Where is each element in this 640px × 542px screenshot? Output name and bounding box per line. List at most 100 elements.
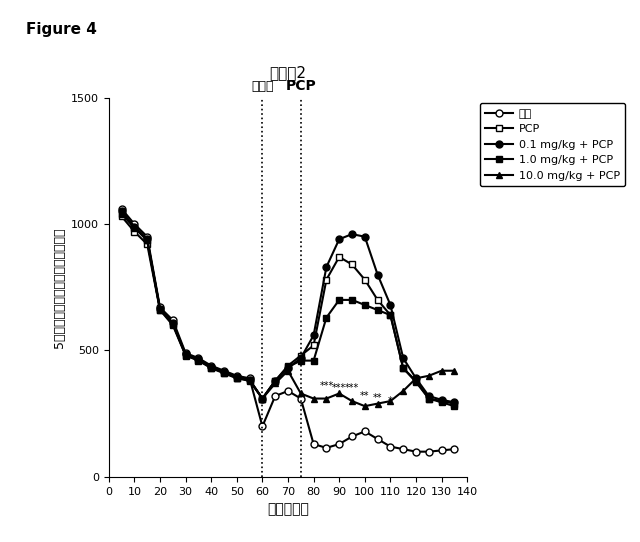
- 0.1 mg/kg + PCP: [438, 397, 445, 403]
- PCP: [207, 365, 215, 371]
- 0.1 mg/kg + PCP: [207, 364, 215, 370]
- 0.1 mg/kg + PCP: [271, 378, 279, 384]
- 1.0 mg/kg + PCP: [374, 307, 381, 313]
- 1.0 mg/kg + PCP: [451, 403, 458, 409]
- 1.0 mg/kg + PCP: [387, 312, 394, 318]
- PCP: [195, 357, 202, 364]
- 0.1 mg/kg + PCP: [399, 355, 407, 362]
- 媒体: [195, 355, 202, 362]
- Line: PCP: PCP: [118, 213, 458, 407]
- 0.1 mg/kg + PCP: [451, 399, 458, 405]
- 0.1 mg/kg + PCP: [412, 375, 420, 382]
- Text: **: **: [360, 391, 369, 401]
- 10.0 mg/kg + PCP: [438, 367, 445, 374]
- PCP: [412, 378, 420, 384]
- 0.1 mg/kg + PCP: [233, 374, 241, 380]
- 10.0 mg/kg + PCP: [182, 352, 189, 358]
- PCP: [143, 241, 151, 248]
- 1.0 mg/kg + PCP: [156, 306, 164, 313]
- PCP: [220, 370, 228, 377]
- 0.1 mg/kg + PCP: [323, 264, 330, 270]
- 10.0 mg/kg + PCP: [169, 320, 177, 327]
- 10.0 mg/kg + PCP: [374, 401, 381, 407]
- 媒体: [323, 444, 330, 451]
- 1.0 mg/kg + PCP: [323, 314, 330, 321]
- PCP: [131, 228, 138, 235]
- 0.1 mg/kg + PCP: [297, 355, 305, 362]
- PCP: [118, 213, 125, 220]
- 10.0 mg/kg + PCP: [220, 369, 228, 376]
- X-axis label: 時間（分）: 時間（分）: [267, 502, 309, 516]
- 1.0 mg/kg + PCP: [348, 296, 356, 303]
- 0.1 mg/kg + PCP: [220, 369, 228, 375]
- Line: 媒体: 媒体: [118, 205, 458, 455]
- 1.0 mg/kg + PCP: [131, 224, 138, 231]
- 10.0 mg/kg + PCP: [323, 395, 330, 402]
- PCP: [233, 375, 241, 382]
- 0.1 mg/kg + PCP: [374, 272, 381, 278]
- PCP: [335, 254, 343, 260]
- PCP: [361, 276, 369, 283]
- PCP: [169, 322, 177, 328]
- PCP: [259, 395, 266, 402]
- PCP: [438, 398, 445, 404]
- 媒体: [297, 395, 305, 402]
- 1.0 mg/kg + PCP: [425, 395, 433, 402]
- 媒体: [233, 372, 241, 379]
- 媒体: [207, 363, 215, 369]
- Legend: 媒体, PCP, 0.1 mg/kg + PCP, 1.0 mg/kg + PCP, 10.0 mg/kg + PCP: 媒体, PCP, 0.1 mg/kg + PCP, 1.0 mg/kg + PC…: [480, 103, 625, 186]
- 媒体: [361, 428, 369, 435]
- 媒体: [387, 443, 394, 450]
- 10.0 mg/kg + PCP: [156, 306, 164, 313]
- 1.0 mg/kg + PCP: [297, 357, 305, 364]
- PCP: [246, 378, 253, 384]
- 1.0 mg/kg + PCP: [284, 364, 292, 370]
- 媒体: [310, 441, 317, 447]
- 0.1 mg/kg + PCP: [118, 208, 125, 215]
- 1.0 mg/kg + PCP: [143, 237, 151, 244]
- 1.0 mg/kg + PCP: [335, 296, 343, 303]
- 0.1 mg/kg + PCP: [348, 231, 356, 237]
- Text: ***: ***: [319, 381, 333, 391]
- PCP: [182, 352, 189, 359]
- 1.0 mg/kg + PCP: [438, 399, 445, 405]
- PCP: [387, 312, 394, 318]
- 10.0 mg/kg + PCP: [412, 375, 420, 382]
- Text: ***: ***: [345, 383, 359, 393]
- Text: 化合物: 化合物: [251, 80, 274, 93]
- 10.0 mg/kg + PCP: [118, 209, 125, 216]
- 10.0 mg/kg + PCP: [233, 375, 241, 381]
- 1.0 mg/kg + PCP: [220, 370, 228, 376]
- 10.0 mg/kg + PCP: [284, 367, 292, 374]
- 10.0 mg/kg + PCP: [143, 236, 151, 243]
- 10.0 mg/kg + PCP: [399, 388, 407, 394]
- 媒体: [399, 446, 407, 453]
- 10.0 mg/kg + PCP: [387, 398, 394, 404]
- 媒体: [131, 221, 138, 227]
- 媒体: [246, 375, 253, 382]
- Y-axis label: 5分間の期間当たりの活性カウント: 5分間の期間当たりの活性カウント: [52, 227, 65, 347]
- PCP: [310, 342, 317, 349]
- 0.1 mg/kg + PCP: [310, 332, 317, 339]
- 媒体: [220, 367, 228, 374]
- 10.0 mg/kg + PCP: [297, 390, 305, 397]
- PCP: [348, 261, 356, 268]
- 10.0 mg/kg + PCP: [246, 377, 253, 383]
- 媒体: [335, 441, 343, 447]
- PCP: [451, 401, 458, 407]
- 0.1 mg/kg + PCP: [131, 223, 138, 230]
- 0.1 mg/kg + PCP: [284, 365, 292, 371]
- 0.1 mg/kg + PCP: [195, 356, 202, 363]
- 1.0 mg/kg + PCP: [182, 352, 189, 358]
- 媒体: [169, 317, 177, 324]
- 媒体: [451, 446, 458, 453]
- 0.1 mg/kg + PCP: [259, 395, 266, 402]
- Line: 10.0 mg/kg + PCP: 10.0 mg/kg + PCP: [118, 209, 458, 410]
- 1.0 mg/kg + PCP: [399, 365, 407, 371]
- 10.0 mg/kg + PCP: [348, 398, 356, 404]
- Text: **: **: [373, 393, 382, 403]
- 媒体: [425, 448, 433, 455]
- 媒体: [118, 205, 125, 212]
- 0.1 mg/kg + PCP: [361, 234, 369, 240]
- PCP: [425, 395, 433, 402]
